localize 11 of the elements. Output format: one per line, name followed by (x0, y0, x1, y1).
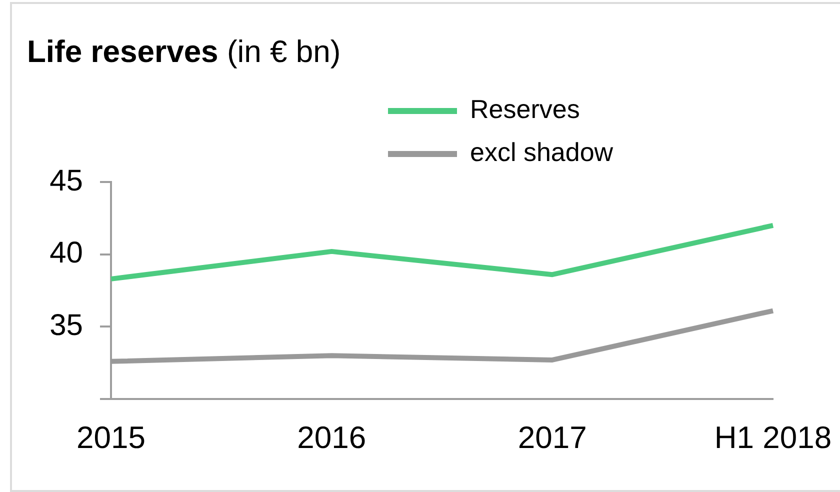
chart-title: Life reserves (27, 34, 218, 69)
y-tick-label: 35 (50, 308, 83, 342)
x-tick-label: 2016 (297, 420, 366, 456)
legend-label: Reserves (470, 94, 580, 124)
legend-label: excl shadow (470, 137, 614, 168)
y-tick-label: 40 (50, 236, 83, 270)
x-tick-label: 2017 (518, 420, 587, 456)
x-tick-label: H1 2018 (714, 420, 832, 456)
x-tick-label: 2015 (76, 420, 146, 456)
y-tick-label: 45 (50, 164, 83, 198)
chart-subtitle: (in € bn) (226, 34, 341, 69)
